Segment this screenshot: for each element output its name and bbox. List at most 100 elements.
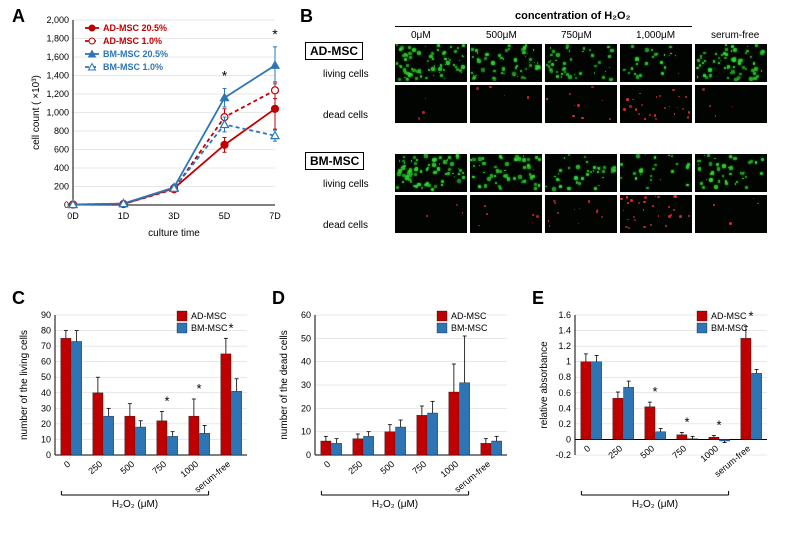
svg-text:*: * [196, 381, 201, 396]
svg-text:*: * [164, 393, 169, 408]
panel-e-chart: -0.200.20.40.60.811.21.41.60250500750100… [535, 305, 775, 525]
svg-text:0: 0 [46, 450, 51, 460]
col-header: serum-free [711, 30, 759, 41]
svg-text:1,800: 1,800 [46, 34, 69, 44]
svg-text:250: 250 [606, 443, 624, 460]
svg-text:200: 200 [54, 182, 69, 192]
svg-text:10: 10 [301, 427, 311, 437]
svg-text:0: 0 [566, 434, 571, 444]
dead-cell [620, 195, 692, 233]
svg-text:30: 30 [41, 403, 51, 413]
svg-text:30: 30 [301, 380, 311, 390]
dead-cell [545, 195, 617, 233]
panel-a-label: A [12, 6, 25, 27]
row-label: dead cells [323, 220, 368, 231]
svg-text:40: 40 [301, 357, 311, 367]
svg-text:serum-free: serum-free [453, 459, 493, 495]
svg-text:20: 20 [41, 419, 51, 429]
svg-text:-0.2: -0.2 [555, 450, 571, 460]
svg-text:*: * [748, 309, 753, 324]
svg-text:H₂O₂ (μM): H₂O₂ (μM) [372, 499, 418, 510]
svg-text:0.4: 0.4 [558, 403, 571, 413]
svg-text:0: 0 [64, 200, 69, 210]
svg-text:BM-MSC 20.5%: BM-MSC 20.5% [103, 49, 168, 59]
svg-text:1,200: 1,200 [46, 89, 69, 99]
svg-text:50: 50 [41, 372, 51, 382]
svg-text:BM-MSC: BM-MSC [711, 323, 748, 333]
dead-cell [395, 85, 467, 123]
svg-text:AD-MSC: AD-MSC [711, 311, 747, 321]
svg-text:1,400: 1,400 [46, 71, 69, 81]
svg-text:BM-MSC 1.0%: BM-MSC 1.0% [103, 62, 163, 72]
svg-text:2,000: 2,000 [46, 15, 69, 25]
living-cell [395, 154, 467, 192]
living-cell [545, 154, 617, 192]
svg-text:1.4: 1.4 [558, 326, 571, 336]
svg-text:20: 20 [301, 403, 311, 413]
svg-text:0.8: 0.8 [558, 372, 571, 382]
svg-text:500: 500 [378, 459, 396, 476]
svg-text:1000: 1000 [179, 459, 201, 480]
living-cell [545, 44, 617, 82]
svg-text:H₂O₂ (μM): H₂O₂ (μM) [632, 499, 678, 510]
dead-cell [545, 85, 617, 123]
svg-text:1: 1 [566, 357, 571, 367]
dead-cell [695, 85, 767, 123]
svg-text:number of the dead cells: number of the dead cells [279, 330, 290, 440]
panel-d-chart: 010203040506002505007501000serum-freenum… [275, 305, 515, 525]
svg-text:0.6: 0.6 [558, 388, 571, 398]
svg-text:BM-MSC: BM-MSC [191, 323, 228, 333]
svg-text:60: 60 [301, 310, 311, 320]
svg-text:1000: 1000 [439, 459, 461, 480]
svg-text:250: 250 [86, 459, 104, 476]
row-label: living cells [323, 179, 369, 190]
svg-text:500: 500 [638, 443, 656, 460]
svg-text:10: 10 [41, 434, 51, 444]
svg-text:0D: 0D [67, 211, 79, 221]
h2o2-header: concentration of H₂O₂ [515, 10, 631, 22]
svg-text:*: * [228, 320, 233, 335]
living-cell [470, 44, 542, 82]
living-cell [470, 154, 542, 192]
col-header: 750μM [561, 30, 592, 41]
svg-text:1000: 1000 [699, 443, 721, 464]
living-cell [695, 44, 767, 82]
living-cell [695, 154, 767, 192]
svg-text:400: 400 [54, 163, 69, 173]
svg-text:AD-MSC 20.5%: AD-MSC 20.5% [103, 23, 167, 33]
svg-text:*: * [222, 67, 228, 83]
svg-text:0.2: 0.2 [558, 419, 571, 429]
svg-text:BM-MSC: BM-MSC [451, 323, 488, 333]
svg-text:3D: 3D [168, 211, 180, 221]
panel-b-grid: concentration of H₂O₂0μM500μM750μM1,000μ… [305, 10, 785, 245]
row-label: living cells [323, 69, 369, 80]
svg-text:AD-MSC: AD-MSC [191, 311, 227, 321]
dead-cell [470, 85, 542, 123]
dead-cell [395, 195, 467, 233]
svg-text:250: 250 [346, 459, 364, 476]
svg-text:500: 500 [118, 459, 136, 476]
col-header: 500μM [486, 30, 517, 41]
svg-text:culture time: culture time [148, 228, 200, 239]
svg-text:1D: 1D [118, 211, 130, 221]
svg-text:70: 70 [41, 341, 51, 351]
svg-text:cell count ( ×10³): cell count ( ×10³) [31, 75, 42, 150]
svg-text:800: 800 [54, 126, 69, 136]
svg-text:0: 0 [322, 459, 332, 470]
svg-text:1.6: 1.6 [558, 310, 571, 320]
svg-text:7D: 7D [269, 211, 281, 221]
living-cell [620, 44, 692, 82]
svg-text:AD-MSC 1.0%: AD-MSC 1.0% [103, 36, 162, 46]
group-label: AD-MSC [305, 42, 363, 60]
svg-text:*: * [272, 26, 278, 42]
svg-text:0: 0 [62, 459, 72, 470]
svg-text:1.2: 1.2 [558, 341, 571, 351]
row-label: dead cells [323, 110, 368, 121]
svg-text:5D: 5D [219, 211, 231, 221]
svg-text:AD-MSC: AD-MSC [451, 311, 487, 321]
svg-text:*: * [684, 414, 689, 429]
svg-text:*: * [652, 384, 657, 399]
svg-text:1,600: 1,600 [46, 52, 69, 62]
svg-text:number of the living cells: number of the living cells [19, 330, 30, 440]
living-cell [620, 154, 692, 192]
